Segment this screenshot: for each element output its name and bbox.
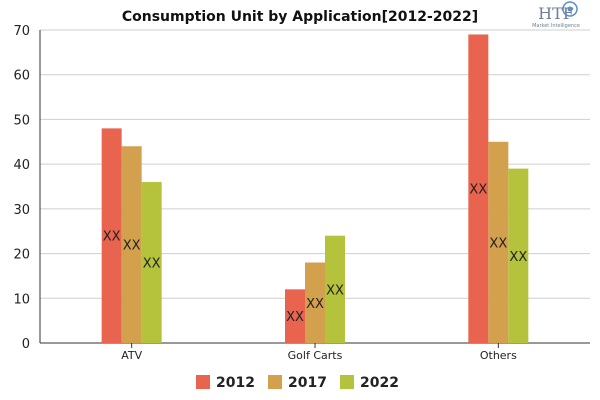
- y-tick-label: 30: [13, 203, 30, 218]
- data-label: XX: [469, 183, 487, 198]
- bar-2017-others: [488, 141, 509, 343]
- bar-2017-golf-carts: [305, 262, 325, 343]
- logo-globe-dot-icon: [567, 6, 573, 12]
- data-label: XX: [489, 236, 507, 251]
- bars: [101, 34, 529, 343]
- logo: HTF Market Intelligence: [532, 1, 580, 29]
- x-tick-label: Others: [480, 349, 517, 362]
- legend-swatch-2017: [268, 375, 282, 389]
- bar-2012-others: [468, 34, 489, 343]
- data-label: XX: [103, 230, 121, 245]
- y-tick-label: 60: [13, 69, 30, 84]
- x-tick-label: ATV: [121, 349, 142, 362]
- bar-2022-others: [508, 168, 529, 343]
- data-label: XX: [143, 257, 161, 272]
- data-label: XX: [509, 250, 527, 265]
- legend-label-2012: 2012: [216, 375, 255, 391]
- bar-2017-atv: [121, 146, 142, 343]
- bar-2022-atv: [141, 182, 162, 343]
- data-label: XX: [123, 239, 141, 254]
- y-tick-label: 10: [13, 292, 30, 307]
- data-label: XX: [326, 283, 344, 298]
- bar-2012-golf-carts: [285, 289, 305, 343]
- legend-swatch-2022: [340, 375, 354, 389]
- y-tick-label: 40: [13, 158, 30, 173]
- legend-label-2017: 2017: [288, 375, 327, 391]
- bar-2022-golf-carts: [325, 235, 345, 343]
- y-tick-label: 70: [13, 24, 30, 39]
- bar-2012-atv: [101, 128, 122, 343]
- y-tick-label: 20: [13, 248, 30, 263]
- legend-swatch-2012: [196, 375, 210, 389]
- x-tick-label: Golf Carts: [288, 349, 343, 362]
- y-tick-label: 50: [13, 113, 30, 128]
- legend-label-2022: 2022: [360, 375, 399, 391]
- legend: 2012 2017 2022: [196, 375, 399, 391]
- data-label: XX: [286, 310, 304, 325]
- chart-title: Consumption Unit by Application[2012-202…: [122, 9, 478, 25]
- logo-globe-icon: [562, 1, 578, 17]
- data-label: XX: [306, 297, 324, 312]
- logo-subtitle: Market Intelligence: [532, 23, 580, 29]
- y-tick-label: 0: [22, 337, 30, 352]
- logo-mark: HTF: [538, 4, 574, 23]
